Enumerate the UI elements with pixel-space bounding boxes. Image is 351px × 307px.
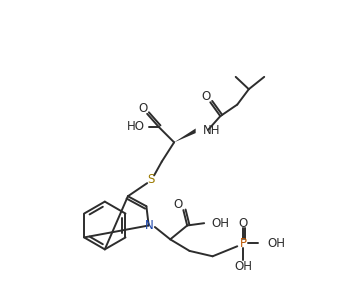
Text: OH: OH [212, 217, 230, 230]
Text: O: O [139, 102, 148, 115]
Text: N: N [145, 219, 154, 232]
Text: O: O [202, 90, 211, 103]
Text: O: O [239, 217, 248, 230]
Text: S: S [147, 173, 155, 186]
Text: OH: OH [267, 237, 285, 250]
Text: HO: HO [127, 120, 145, 134]
Polygon shape [174, 128, 196, 142]
Text: P: P [240, 237, 247, 250]
Text: NH: NH [203, 124, 221, 137]
Text: OH: OH [234, 260, 252, 273]
Text: O: O [173, 198, 183, 211]
